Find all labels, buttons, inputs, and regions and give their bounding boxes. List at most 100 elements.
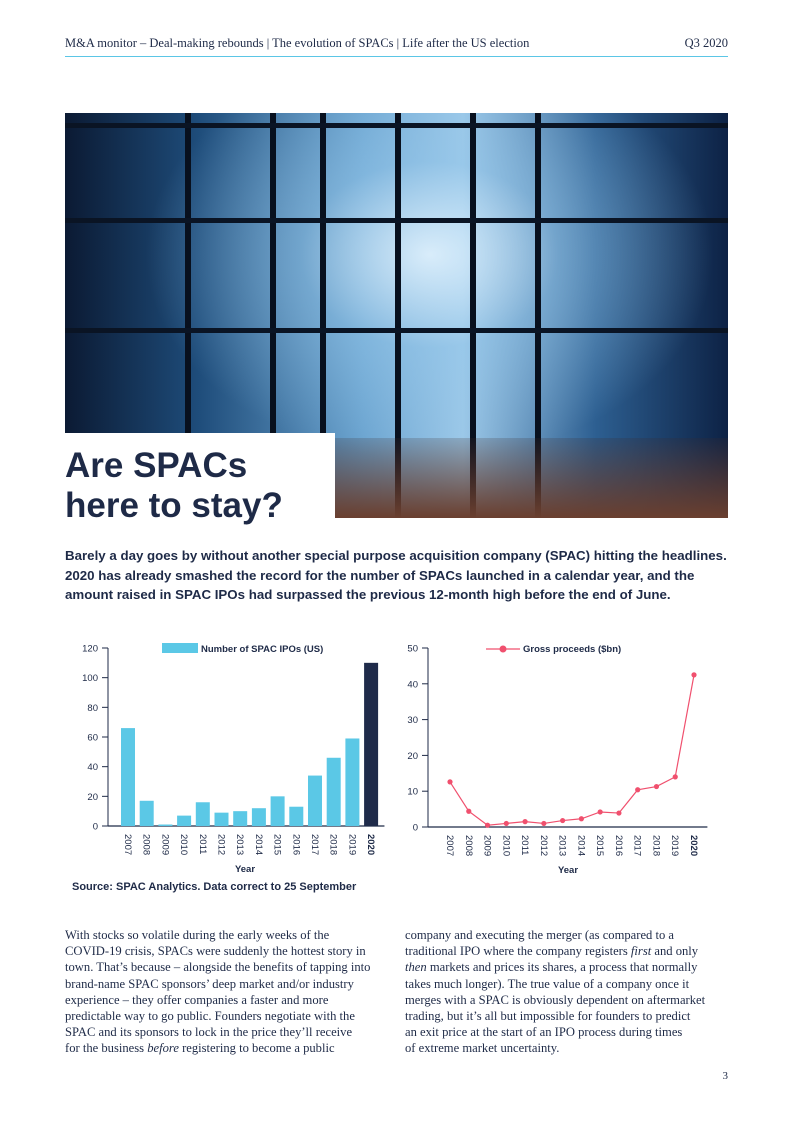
body-column-right: company and executing the merger (as com… xyxy=(405,927,735,1057)
y-tick-label: 50 xyxy=(407,644,418,655)
x-tick-label: 2016 xyxy=(290,834,301,855)
x-tick-label: 2009 xyxy=(482,835,493,856)
text-segment: town. That’s because – alongside the ben… xyxy=(65,960,371,975)
text-segment: predictable way to go public. Founders n… xyxy=(65,1009,355,1024)
bar xyxy=(326,757,341,826)
body-line: for the business before registering to b… xyxy=(65,1040,395,1056)
data-point xyxy=(466,808,472,814)
y-tick-label: 0 xyxy=(93,822,98,833)
bar xyxy=(364,662,379,826)
x-tick-label: 2010 xyxy=(500,835,511,856)
legend-marker xyxy=(499,645,507,653)
data-point xyxy=(597,809,603,815)
bar xyxy=(345,738,360,826)
gross-proceeds-line-chart: 0 10 20 30 40 50 2007 2008 2009 2010 2011 2012 2013 2… xyxy=(407,644,708,876)
x-tick-label: 2019 xyxy=(669,835,680,856)
body-line: then markets and prices its shares, a pr… xyxy=(405,959,735,975)
text-segment: company and executing the merger (as com… xyxy=(405,928,675,942)
body-line: takes much longer). The true value of a … xyxy=(405,976,735,992)
spac-ipo-bar-chart: 0 20 40 60 80 100 120 2007 2008 2009 2010 2011 2012 2… xyxy=(82,643,385,875)
x-tick-label: 2009 xyxy=(159,834,170,855)
title-cutout xyxy=(65,433,335,523)
data-point xyxy=(691,672,697,678)
data-point xyxy=(560,817,566,824)
data-point xyxy=(672,774,678,780)
text-segment: and only xyxy=(651,944,699,959)
x-tick-label: 2011 xyxy=(519,835,530,855)
bar xyxy=(195,802,210,826)
x-tick-label: 2007 xyxy=(122,834,133,855)
legend-label: Number of SPAC IPOs (US) xyxy=(201,644,323,655)
emphasis-text: first xyxy=(630,944,652,959)
emphasis-text: before xyxy=(147,1041,179,1056)
y-tick-label: 40 xyxy=(407,679,418,690)
text-segment: SPAC and its sponsors to lock in the pri… xyxy=(65,1025,353,1040)
title-line: Are SPACs xyxy=(65,446,248,485)
y-tick-label: 120 xyxy=(82,644,98,655)
bar xyxy=(177,815,192,826)
x-tick-label: 2015 xyxy=(594,835,605,856)
y-tick-label: 0 xyxy=(413,823,418,834)
text-segment: merges with a SPAC is obviously dependen… xyxy=(405,992,706,1007)
x-tick-label: 2007 xyxy=(444,835,455,856)
data-point xyxy=(635,787,641,793)
bar xyxy=(308,775,322,826)
text-segment: takes much longer). The true value of a … xyxy=(405,976,690,991)
y-tick-label: 10 xyxy=(407,787,418,798)
body-line: predictable way to go public. Founders n… xyxy=(65,1008,395,1024)
bar xyxy=(233,811,248,826)
x-tick-label: 2018 xyxy=(650,835,661,856)
bar xyxy=(289,806,304,826)
x-axis-title: Year xyxy=(558,865,578,876)
y-tick-label: 40 xyxy=(87,762,98,773)
data-point xyxy=(578,816,584,822)
body-column-left: With stocks so volatile during the early… xyxy=(65,927,395,1057)
page-title: Are SPACs here to stay? xyxy=(65,446,283,526)
x-tick-label: 2008 xyxy=(141,834,152,855)
header-breadcrumb: M&A monitor – Deal-making rebounds | The… xyxy=(65,36,530,50)
x-tick-label: 2013 xyxy=(557,835,568,856)
legend-label: Gross proceeds ($bn) xyxy=(523,644,621,655)
x-tick-label: 2014 xyxy=(253,834,264,855)
body-line: merges with a SPAC is obviously dependen… xyxy=(405,992,735,1008)
x-tick-label: 2020 xyxy=(688,835,699,856)
y-tick-label: 60 xyxy=(87,733,98,744)
x-tick-label: 2012 xyxy=(216,834,227,855)
body-line: of extreme market uncertainty. xyxy=(405,1040,735,1056)
data-point xyxy=(522,819,528,825)
bar xyxy=(214,812,229,826)
body-line: brand-name SPAC sponsors’ deep market an… xyxy=(65,976,395,992)
body-line: town. That’s because – alongside the ben… xyxy=(65,959,395,975)
y-tick-label: 30 xyxy=(407,715,418,726)
body-line: trading, but it’s all but impossible for… xyxy=(405,1008,735,1024)
text-segment: an exit price at the start of an IPO pro… xyxy=(405,1025,683,1040)
body-line: SPAC and its sponsors to lock in the pri… xyxy=(65,1024,395,1040)
bar xyxy=(139,800,154,826)
x-tick-label: 2019 xyxy=(346,834,357,855)
text-segment: for the business xyxy=(65,1041,148,1056)
data-point xyxy=(484,822,491,828)
data-point xyxy=(541,820,547,827)
legend-swatch xyxy=(162,643,198,653)
x-tick-label: 2014 xyxy=(575,835,586,856)
bar xyxy=(270,796,285,826)
text-segment: of extreme market uncertainty. xyxy=(405,1041,560,1056)
y-tick-label: 100 xyxy=(82,673,98,684)
header-rule xyxy=(65,56,728,57)
x-tick-label: 2017 xyxy=(309,834,320,855)
series-line xyxy=(449,674,695,826)
x-tick-label: 2016 xyxy=(613,835,624,856)
title-line: here to stay? xyxy=(65,486,283,525)
x-tick-label: 2013 xyxy=(234,834,245,855)
text-segment: COVID-19 crisis, SPACs were suddenly the… xyxy=(65,944,366,959)
text-segment: With stocks so volatile during the early… xyxy=(65,928,330,942)
page-number: 3 xyxy=(722,1070,729,1082)
text-segment: brand-name SPAC sponsors’ deep market an… xyxy=(65,976,354,991)
text-segment: trading, but it’s all but impossible for… xyxy=(405,1009,691,1024)
chart-source: Source: SPAC Analytics. Data correct to … xyxy=(72,881,357,893)
text-segment: experience – they offer companies a fast… xyxy=(65,992,329,1007)
bar xyxy=(251,808,266,826)
data-point xyxy=(503,820,509,827)
bar xyxy=(121,728,135,826)
x-tick-label: 2017 xyxy=(632,835,643,856)
